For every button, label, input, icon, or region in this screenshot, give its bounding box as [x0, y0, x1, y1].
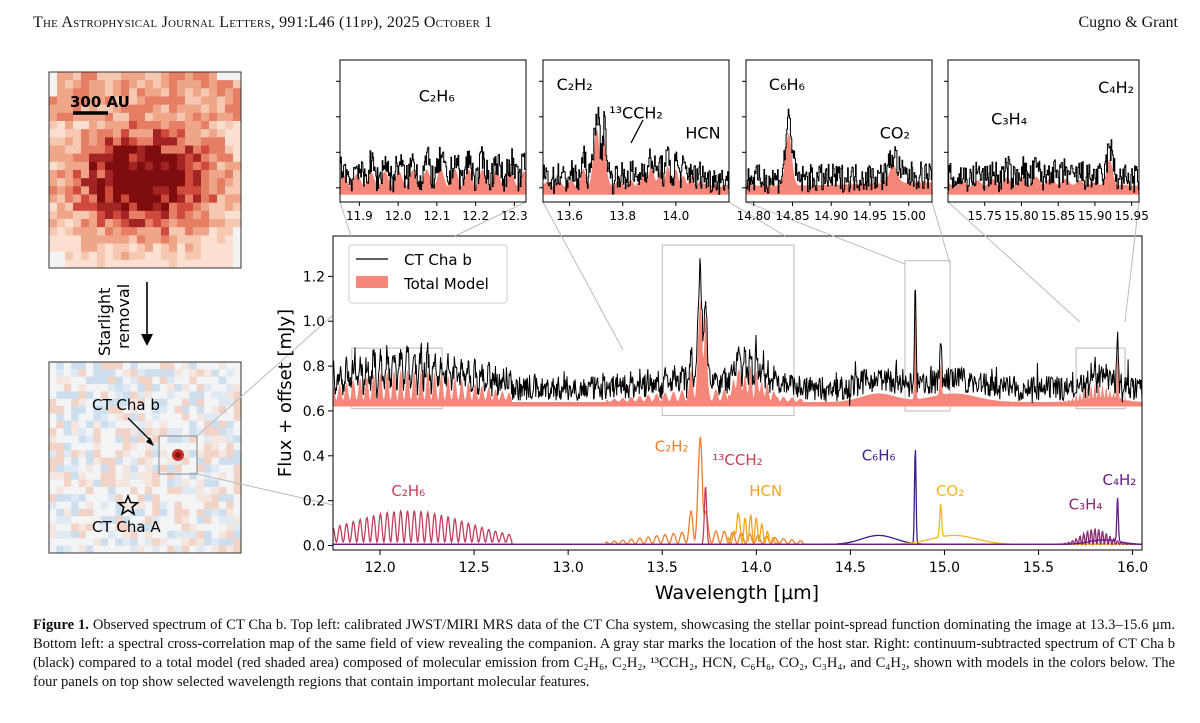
x-tick-label: 15.0 [929, 560, 960, 576]
figure-caption: Figure 1. Observed spectrum of CT Cha b.… [33, 616, 1175, 692]
legend-swatch-model [356, 276, 388, 288]
zoom-molecule-label: C₄H₂ [1098, 78, 1134, 97]
main-spectrum-panel: 12.0 12.5 13.0 13.5 14.0 14.5 15.0 15.5 16.0 0.0… [275, 235, 1148, 604]
x-tick-label: 14.0 [741, 560, 772, 576]
zoom-connector [931, 201, 951, 265]
caption-text: Observed spectrum of CT Cha b. Top left:… [33, 617, 1175, 690]
zoom-x-tick-label: 12.2 [462, 209, 489, 223]
y-tick-label: 0.6 [303, 404, 325, 420]
zoom-panel-3: 14.80 14.85 14.90 14.95 15.00 C₆H₆ CO₂ [737, 59, 933, 223]
x-tick-label: 15.5 [1023, 560, 1054, 576]
zoom-spectrum [948, 139, 1139, 193]
arrow-label-removal: removal [114, 284, 133, 349]
zoom-panels: 11.9 12.0 12.1 12.2 12.3 C₂H₆ 13.6 13.8 14.0 C₂H₂… [336, 59, 1149, 351]
legend-label-model: Total Model [403, 275, 489, 293]
authors-header: Cugno & Grant [1078, 14, 1178, 31]
arrow-label-starlight: Starlight [95, 288, 114, 356]
zoom-spectrum [543, 106, 729, 195]
zoom-connector [339, 201, 352, 237]
zoom-connector [454, 201, 527, 237]
zoom-molecule-label: C₆H₆ [769, 75, 805, 94]
zoom-x-tick-label: 15.75 [968, 209, 1002, 223]
zoom-region-box-3 [904, 260, 951, 412]
x-tick-label: 12.5 [459, 560, 490, 576]
x-tick-label: 12.0 [364, 560, 395, 576]
x-tick-label: 13.0 [553, 560, 584, 576]
companion-label: CT Cha b [92, 396, 160, 414]
ct-cha-b-spectrum [333, 258, 1142, 406]
zoom-model-area [543, 129, 729, 195]
y-tick-label: 1.0 [303, 314, 325, 330]
x-tick-label: 13.5 [647, 560, 678, 576]
molecule-label: ¹³CCH₂ [712, 451, 762, 469]
zoom-model-area [746, 133, 932, 195]
zoom-x-tick-label: 14.90 [814, 209, 848, 223]
journal-header: The Astrophysical Journal Letters, 991:L… [33, 14, 493, 31]
molecule-label: C₆H₆ [862, 446, 896, 464]
figure-1: 300 AU Starlight removal CT Cha b CT Cha… [48, 59, 1149, 604]
molecule-label: C₂H₂ [655, 437, 689, 455]
zoom-molecule-label: ¹³CCH₂ [609, 104, 663, 123]
y-tick-label: 0.2 [303, 494, 325, 510]
model-line-c4h2 [333, 497, 1142, 546]
zoom-panel-1: 11.9 12.0 12.1 12.2 12.3 C₂H₆ [336, 59, 528, 223]
zoom-x-tick-label: 13.8 [609, 209, 636, 223]
zoom-connector [728, 201, 786, 237]
zoom-connector [745, 201, 906, 265]
legend-label-obs: CT Cha b [404, 251, 472, 269]
zoom-x-tick-label: 12.3 [501, 209, 528, 223]
model-line-hcn [333, 511, 1142, 546]
zoom-region-box-2 [661, 244, 795, 416]
zoom-x-tick-label: 14.95 [853, 209, 887, 223]
zoom-molecule-label: HCN [685, 123, 720, 142]
zoom-model-area [340, 169, 526, 195]
y-tick-label: 0.4 [303, 449, 325, 465]
zoom-x-tick-label: 15.85 [1041, 209, 1075, 223]
zoom-x-tick-label: 15.95 [1114, 209, 1148, 223]
zoom-x-tick-label: 12.1 [424, 209, 451, 223]
ccf-map-panel: CT Cha b CT Cha A [48, 314, 334, 554]
zoom-connector [947, 201, 1081, 323]
x-axis-label: Wavelength [μm] [655, 582, 819, 604]
molecule-label: HCN [749, 482, 782, 500]
zoom-x-tick-label: 14.0 [662, 209, 689, 223]
zoom-molecule-label: C₂H₂ [557, 75, 593, 94]
y-tick-label: 0.8 [303, 359, 325, 375]
y-axis-label: Flux + offset [mJy] [275, 309, 296, 477]
host-label: CT Cha A [92, 518, 161, 536]
zoom-x-tick-label: 13.6 [556, 209, 583, 223]
molecule-label: CO₂ [936, 482, 964, 500]
zoom-panel-4: 15.75 15.80 15.85 15.90 15.95 C₃H₄ C₄H₂ [944, 59, 1149, 223]
starlight-removal-arrow: Starlight removal [95, 282, 153, 356]
zoom-x-tick-label: 15.90 [1078, 209, 1112, 223]
host-star-icon [116, 493, 140, 516]
zoom-spectrum [340, 146, 526, 193]
molecule-label: C₂H₆ [391, 482, 425, 500]
total-model-area [333, 300, 1142, 407]
zoom-x-tick-label: 14.85 [775, 209, 809, 223]
x-tick-label: 14.5 [835, 560, 866, 576]
miri-image-panel: 300 AU [48, 71, 242, 269]
zoom-x-tick-label: 14.80 [737, 209, 771, 223]
scale-label: 300 AU [70, 93, 130, 111]
zoom-x-tick-label: 15.00 [892, 209, 926, 223]
companion-box [158, 435, 198, 475]
zoom-molecule-label: C₂H₆ [419, 87, 455, 106]
zoom-x-tick-label: 12.0 [385, 209, 412, 223]
zoom-molecule-label: C₃H₄ [991, 109, 1027, 128]
y-tick-label: 0.0 [303, 539, 325, 555]
molecule-label: C₄H₂ [1103, 471, 1137, 489]
zoom-connector [1124, 201, 1140, 323]
zoom-panel-2: 13.6 13.8 14.0 C₂H₂ ¹³CCH₂ HCN [539, 59, 730, 223]
caption-label: Figure 1. [33, 617, 89, 633]
zoom-molecule-label: CO₂ [880, 123, 910, 142]
y-tick-label: 1.2 [303, 269, 325, 285]
legend: CT Cha b Total Model [348, 244, 508, 304]
zoom-x-tick-label: 11.9 [346, 209, 373, 223]
zoom-x-tick-label: 15.80 [1004, 209, 1038, 223]
x-tick-label: 16.0 [1117, 560, 1148, 576]
zoom-spectrum [746, 108, 932, 194]
molecule-label: C₃H₄ [1069, 496, 1103, 514]
zoom-connector [542, 201, 624, 351]
